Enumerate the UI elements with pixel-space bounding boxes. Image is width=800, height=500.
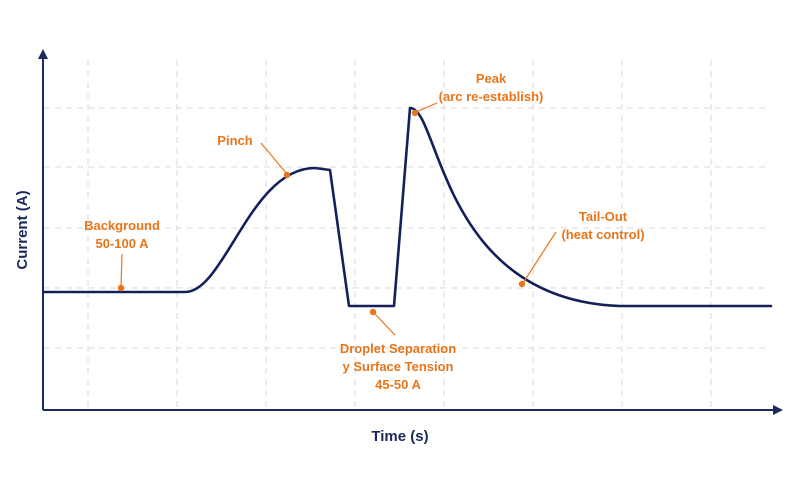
peak-leader	[415, 102, 438, 113]
tail-out-leader	[522, 231, 557, 284]
tail-out-label-line2: (heat control)	[561, 227, 644, 242]
current-waveform	[42, 106, 773, 308]
grid	[44, 60, 770, 410]
background-dot	[117, 284, 125, 292]
pinch-leader	[260, 142, 288, 175]
droplet-label-line3: 45-50 A	[375, 377, 421, 392]
peak-dot	[411, 109, 419, 117]
tail-out-dot	[518, 280, 526, 288]
y-axis-label: Current (A)	[14, 190, 31, 269]
peak-label-line2: (arc re-establish)	[439, 89, 544, 104]
annotation-leaders	[120, 102, 557, 336]
droplet-leader	[373, 312, 396, 336]
droplet-label-line1: Droplet Separation	[340, 341, 456, 356]
pinch-dot	[283, 171, 291, 179]
annotation-dots	[117, 109, 526, 316]
droplet-dot	[369, 308, 377, 316]
background-label-line1: Background	[84, 218, 160, 233]
droplet-label-line2: y Surface Tension	[342, 359, 453, 374]
x-axis-label: Time (s)	[371, 428, 428, 445]
tail-out-label-line1: Tail-Out	[579, 209, 628, 224]
peak-label-line1: Peak	[476, 71, 507, 86]
background-leader	[120, 253, 123, 288]
pinch-label: Pinch	[217, 133, 252, 148]
background-label-line2: 50-100 A	[96, 236, 150, 251]
